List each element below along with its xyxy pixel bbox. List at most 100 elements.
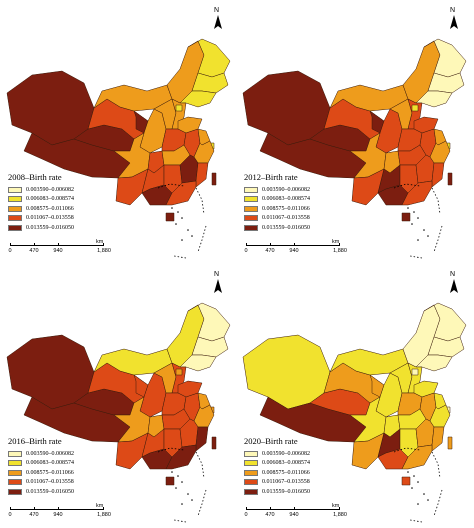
- scale-tick-label: 940: [53, 248, 63, 254]
- legend-label: 0.011067–0.013558: [262, 215, 310, 222]
- region-ningxia[interactable]: [133, 374, 149, 398]
- legend-swatch: [244, 224, 258, 231]
- legend-item: 0.008575–0.011066: [8, 204, 74, 214]
- scale-tick-label: 470: [265, 248, 275, 254]
- north-arrow-icon: [214, 15, 222, 29]
- region-hainan[interactable]: [401, 476, 411, 486]
- scale-tick-label: 0: [244, 248, 248, 254]
- choropleth-map: [6, 302, 231, 486]
- legend-swatch: [8, 205, 22, 212]
- north-arrow-icon: [450, 279, 458, 293]
- legend-label: 0.006083–0.008574: [26, 196, 74, 203]
- legend-swatch: [8, 479, 22, 486]
- legend-swatch: [8, 224, 22, 231]
- legend-item: 0.008575–0.011066: [244, 204, 310, 214]
- legend-swatch: [244, 479, 258, 486]
- region-guangdong[interactable]: [165, 180, 197, 206]
- legend-swatch: [8, 196, 22, 203]
- north-arrow: N: [212, 7, 226, 32]
- region-fujian[interactable]: [195, 162, 209, 188]
- scale-tick-label: 1,880: [97, 512, 111, 518]
- map-panel-1: N 2008–Birth rate 0.003590–0.006082 0.00608…: [2, 2, 236, 264]
- region-beijing[interactable]: [411, 104, 419, 112]
- legend-swatch: [244, 488, 258, 495]
- legend-label: 0.011067–0.013558: [26, 479, 74, 486]
- legend: 2020–Birth rate 0.003590–0.006082 0.006083…: [244, 436, 310, 497]
- choropleth-map: [242, 38, 467, 222]
- legend-label: 0.008575–0.011066: [26, 205, 74, 212]
- choropleth-map: [6, 38, 231, 222]
- region-beijing[interactable]: [411, 368, 419, 376]
- legend-swatch: [8, 215, 22, 222]
- scale-bar: 0 470 940 1,880 km: [4, 503, 114, 524]
- scale-unit: km: [332, 239, 340, 245]
- legend-item: 0.003590–0.006082: [244, 449, 310, 459]
- legend: 2016–Birth rate 0.003590–0.006082 0.006083…: [8, 436, 74, 497]
- region-beijing[interactable]: [175, 104, 183, 112]
- scale-bar: 0 470 940 1,880 km: [240, 239, 350, 260]
- region-beijing[interactable]: [175, 368, 183, 376]
- legend-label: 0.011067–0.013558: [262, 479, 310, 486]
- legend-label: 0.008575–0.011066: [26, 469, 74, 476]
- scale-unit: km: [96, 503, 104, 509]
- scale-tick-label: 470: [29, 512, 39, 518]
- region-ningxia[interactable]: [369, 374, 385, 398]
- region-guangdong[interactable]: [165, 444, 197, 470]
- legend-label: 0.011067–0.013558: [26, 215, 74, 222]
- region-taiwan[interactable]: [211, 436, 217, 450]
- region-guangdong[interactable]: [401, 444, 433, 470]
- region-taiwan[interactable]: [447, 172, 453, 186]
- scale-tick-label: 470: [265, 512, 275, 518]
- south-sea-islands: [393, 447, 443, 523]
- region-guangdong[interactable]: [401, 180, 433, 206]
- choropleth-map: [242, 302, 467, 486]
- north-arrow: N: [448, 7, 462, 32]
- legend-item: 0.006083–0.008574: [244, 459, 310, 469]
- legend-label: 0.003590–0.006082: [262, 450, 310, 457]
- scale-tick-label: 470: [29, 248, 39, 254]
- legend-title: 2008–Birth rate: [8, 172, 62, 182]
- region-ningxia[interactable]: [369, 110, 385, 134]
- legend-swatch: [244, 469, 258, 476]
- north-label: N: [450, 271, 456, 278]
- region-hainan[interactable]: [401, 212, 411, 222]
- legend-label: 0.008575–0.011066: [262, 205, 310, 212]
- legend-item: 0.006083–0.008574: [244, 195, 310, 205]
- south-sea-islands: [393, 183, 443, 259]
- legend-swatch: [8, 186, 22, 193]
- legend-label: 0.006083–0.008574: [262, 460, 310, 467]
- legend-item: 0.011067–0.013558: [8, 214, 74, 224]
- map-panel-3: N 2016–Birth rate 0.003590–0.006082 0.00608…: [2, 266, 236, 528]
- legend-item: 0.006083–0.008574: [8, 459, 74, 469]
- legend-label: 0.013559–0.016050: [262, 224, 310, 231]
- region-hainan[interactable]: [165, 476, 175, 486]
- legend-label: 0.013559–0.016050: [26, 488, 74, 495]
- region-fujian[interactable]: [195, 426, 209, 452]
- map-panel-4: N 2020–Birth rate 0.003590–0.006082 0.00608…: [238, 266, 472, 528]
- legend: 2012–Birth rate 0.003590–0.006082 0.006083…: [244, 172, 310, 233]
- legend-swatch: [244, 460, 258, 467]
- legend-item: 0.011067–0.013558: [8, 478, 74, 488]
- legend-item: 0.008575–0.011066: [244, 468, 310, 478]
- region-hainan[interactable]: [165, 212, 175, 222]
- legend-label: 0.003590–0.006082: [26, 186, 74, 193]
- scale-tick-label: 1,880: [333, 248, 347, 254]
- south-sea-islands: [157, 183, 207, 259]
- legend-swatch: [8, 488, 22, 495]
- scale-tick-label: 0: [244, 512, 248, 518]
- north-label: N: [214, 271, 220, 278]
- region-ningxia[interactable]: [133, 110, 149, 134]
- region-taiwan[interactable]: [447, 436, 453, 450]
- region-fujian[interactable]: [431, 426, 445, 452]
- legend-label: 0.003590–0.006082: [26, 450, 74, 457]
- north-label: N: [214, 7, 220, 14]
- north-label: N: [450, 7, 456, 14]
- legend-item: 0.013559–0.016050: [8, 487, 74, 497]
- region-fujian[interactable]: [431, 162, 445, 188]
- scale-tick-label: 0: [8, 248, 12, 254]
- region-taiwan[interactable]: [211, 172, 217, 186]
- scale-tick-label: 940: [53, 512, 63, 518]
- legend-item: 0.013559–0.016050: [244, 487, 310, 497]
- north-arrow: N: [448, 271, 462, 296]
- legend-label: 0.006083–0.008574: [26, 460, 74, 467]
